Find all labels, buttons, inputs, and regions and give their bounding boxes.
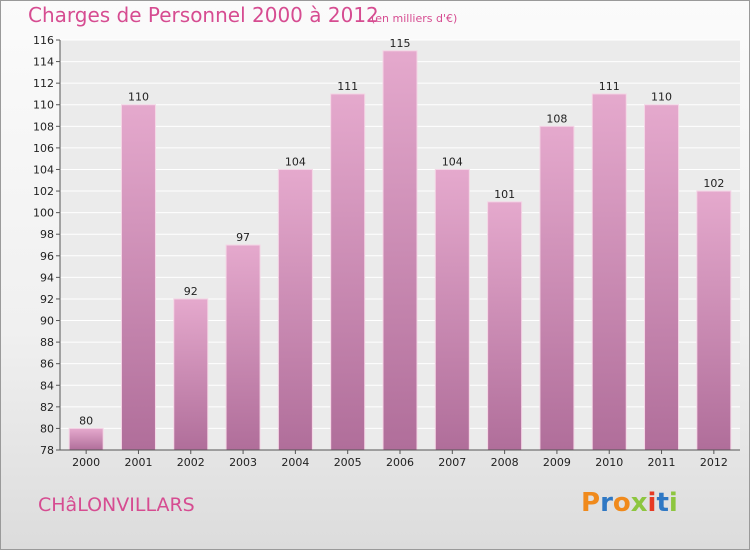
value-label-2001: 110	[128, 91, 149, 104]
y-tick-label: 96	[40, 250, 54, 263]
x-tick-label-2002: 2002	[177, 456, 205, 469]
commune-name: CHâLONVILLARS	[38, 494, 195, 516]
x-tick-label-2008: 2008	[491, 456, 519, 469]
x-tick-label-2007: 2007	[438, 456, 466, 469]
y-tick-label: 102	[33, 185, 54, 198]
bar-2000	[68, 427, 104, 451]
y-tick-label: 88	[40, 336, 54, 349]
value-label-2005: 111	[337, 80, 358, 93]
y-tick-label: 114	[33, 56, 54, 69]
bar-2006	[382, 50, 418, 451]
value-label-2006: 115	[390, 37, 411, 50]
y-tick-label: 104	[33, 163, 54, 176]
bar-2002	[173, 298, 209, 451]
y-tick-label: 100	[33, 207, 54, 220]
bar-2011	[644, 104, 680, 451]
x-tick-label-2000: 2000	[72, 456, 100, 469]
y-tick-label: 112	[33, 77, 54, 90]
bar-2001	[120, 104, 156, 451]
bar-2008	[487, 201, 523, 451]
value-label-2008: 101	[494, 188, 515, 201]
x-tick-label-2011: 2011	[648, 456, 676, 469]
x-tick-label-2004: 2004	[281, 456, 309, 469]
chart-title: Charges de Personnel 2000 à 2012	[28, 3, 379, 27]
value-label-2007: 104	[442, 155, 463, 168]
y-tick-label: 98	[40, 228, 54, 241]
bar-2012	[696, 190, 732, 451]
x-tick-label-2009: 2009	[543, 456, 571, 469]
x-axis: 2000 2001 2002 2003 2004 2005 2006 2007 2008 2009…	[72, 450, 728, 469]
y-tick-label: 108	[33, 120, 54, 133]
value-label-2012: 102	[703, 177, 724, 190]
logo-letter: x	[630, 488, 648, 518]
y-tick-label: 82	[40, 401, 54, 414]
logo-letter: P	[581, 488, 601, 518]
proxiti-logo[interactable]: Proxiti	[581, 488, 678, 518]
chart-subtitle: (en milliers d'€)	[371, 12, 458, 25]
logo-letter: r	[600, 488, 613, 518]
value-label-2010: 111	[599, 80, 620, 93]
y-tick-label: 106	[33, 142, 54, 155]
y-tick-label: 78	[40, 444, 54, 457]
value-label-2002: 92	[184, 285, 198, 298]
x-tick-label-2010: 2010	[595, 456, 623, 469]
y-tick-label: 94	[40, 271, 54, 284]
logo-letter: o	[612, 488, 631, 518]
y-axis: 78 80 82 84 86 88 90 92 94 96 98 100 102 104 106 108 110…	[33, 34, 60, 457]
y-tick-label: 110	[33, 99, 54, 112]
value-label-2004: 104	[285, 155, 306, 168]
logo-letter: i	[647, 488, 657, 518]
bar-2004	[277, 168, 313, 451]
y-tick-label: 80	[40, 422, 54, 435]
x-tick-label-2005: 2005	[334, 456, 362, 469]
bar-2010	[591, 93, 627, 451]
bar-2003	[225, 244, 261, 451]
y-tick-label: 92	[40, 293, 54, 306]
x-tick-label-2006: 2006	[386, 456, 414, 469]
value-label-2011: 110	[651, 91, 672, 104]
value-label-2009: 108	[546, 112, 567, 125]
y-tick-label: 84	[40, 379, 54, 392]
y-tick-label: 116	[33, 34, 54, 47]
logo-letter: i	[668, 488, 678, 518]
y-tick-label: 90	[40, 315, 54, 328]
bar-2005	[330, 93, 366, 451]
bar-2007	[434, 168, 470, 451]
bars: 80 110 92 97 104 111 115 104 101 108 111 110 102	[68, 37, 732, 451]
bar-2009	[539, 125, 575, 451]
logo-letter: t	[656, 488, 669, 518]
x-tick-label-2001: 2001	[124, 456, 152, 469]
x-tick-label-2012: 2012	[700, 456, 728, 469]
value-label-2000: 80	[79, 414, 93, 427]
x-tick-label-2003: 2003	[229, 456, 257, 469]
y-tick-label: 86	[40, 358, 54, 371]
value-label-2003: 97	[236, 231, 250, 244]
